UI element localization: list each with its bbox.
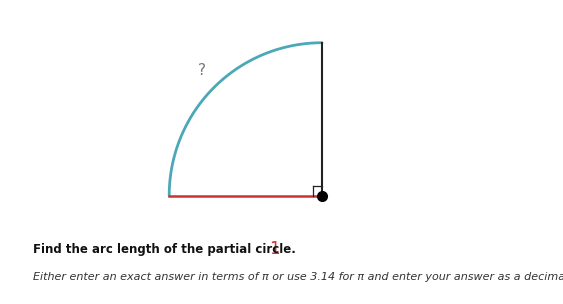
Text: 1: 1 xyxy=(269,240,279,258)
Text: ?: ? xyxy=(198,63,206,78)
Text: Either enter an exact answer in terms of π or use 3.14 for π and enter your answ: Either enter an exact answer in terms of… xyxy=(33,272,563,282)
Text: Find the arc length of the partial circle.: Find the arc length of the partial circl… xyxy=(33,243,296,256)
